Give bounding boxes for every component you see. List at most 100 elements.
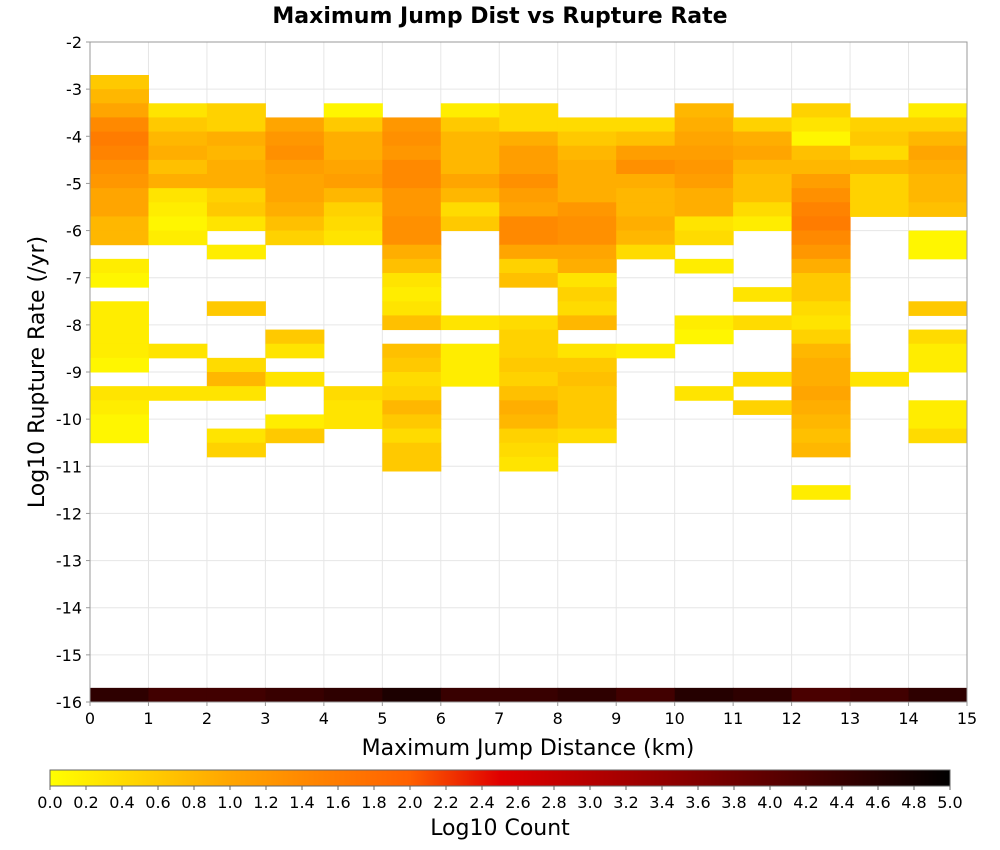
heatmap-cell xyxy=(616,230,676,246)
x-axis-ticks: 0 1 2 3 4 5 6 7 8 9 10 11 12 13 14 15 xyxy=(85,702,977,728)
y-tick-label: -14 xyxy=(56,599,82,618)
heatmap-cell xyxy=(265,230,325,246)
heatmap-cell xyxy=(674,386,734,401)
heatmap-cell xyxy=(440,117,500,133)
heatmap-cell xyxy=(382,315,442,331)
heatmap-cell xyxy=(90,414,149,430)
heatmap-cell xyxy=(382,343,442,359)
colorbar-tick-label: 1.8 xyxy=(361,793,386,812)
heatmap-cell xyxy=(382,145,442,161)
heatmap-cell xyxy=(440,145,500,161)
heatmap-cell xyxy=(382,244,442,260)
heatmap-cell xyxy=(90,75,149,90)
heatmap-cell xyxy=(791,159,851,175)
heatmap-cell xyxy=(499,329,559,345)
heatmap-cell xyxy=(616,343,676,359)
heatmap-cell xyxy=(791,202,851,217)
heatmap-cell xyxy=(206,131,266,147)
heatmap-cell xyxy=(90,357,149,373)
heatmap-cell xyxy=(90,174,149,189)
x-tick-label: 4 xyxy=(319,709,329,728)
heatmap-cell xyxy=(674,230,734,246)
heatmap-cell xyxy=(90,428,149,444)
x-tick-label: 14 xyxy=(898,709,918,728)
heatmap-cell xyxy=(674,258,734,274)
heatmap-cell xyxy=(206,117,266,133)
heatmap-cell xyxy=(557,301,617,316)
heatmap-cell xyxy=(908,357,968,373)
colorbar-tick-label: 4.8 xyxy=(901,793,926,812)
colorbar-tick-label: 3.4 xyxy=(649,793,674,812)
heatmap-cell xyxy=(557,386,617,401)
colorbar-tick-label: 4.0 xyxy=(757,793,782,812)
heatmap-cell xyxy=(557,230,617,246)
heatmap-cell xyxy=(557,400,617,415)
heatmap-cell xyxy=(557,131,617,147)
heatmap-cell xyxy=(674,687,734,703)
heatmap-cell xyxy=(323,145,383,161)
heatmap-cell xyxy=(791,329,851,345)
heatmap-cell xyxy=(616,244,676,260)
heatmap-cell xyxy=(499,159,559,175)
heatmap-cell xyxy=(733,145,793,161)
heatmap-cell xyxy=(674,202,734,217)
heatmap-cell xyxy=(499,687,559,703)
x-tick-label: 12 xyxy=(781,709,801,728)
colorbar-tick-label: 2.8 xyxy=(541,793,566,812)
y-tick-label: -2 xyxy=(66,33,82,52)
heatmap-cell xyxy=(733,400,793,415)
heatmap-cell xyxy=(323,159,383,175)
y-tick-label: -5 xyxy=(66,174,82,193)
colorbar-tick-label: 4.2 xyxy=(793,793,818,812)
y-tick-label: -15 xyxy=(56,646,82,665)
heatmap-cell xyxy=(791,343,851,359)
heatmap-cell xyxy=(382,372,442,387)
heatmap-cell xyxy=(148,159,208,175)
heatmap-cell xyxy=(148,386,208,401)
heatmap-cell xyxy=(499,400,559,415)
heatmap-cell xyxy=(265,188,325,203)
chart-title: Maximum Jump Dist vs Rupture Rate xyxy=(272,4,727,29)
heatmap-cell xyxy=(499,442,559,458)
heatmap-cell xyxy=(148,216,208,232)
colorbar-tick-label: 3.2 xyxy=(613,793,638,812)
heatmap-cell xyxy=(382,687,442,703)
heatmap-cell xyxy=(323,103,383,118)
heatmap-cell xyxy=(90,202,149,217)
heatmap-cell xyxy=(90,301,149,316)
heatmap-cell xyxy=(791,400,851,415)
heatmap-cell xyxy=(499,414,559,430)
heatmap-cell xyxy=(323,188,383,203)
colorbar-tick-label: 3.8 xyxy=(721,793,746,812)
x-tick-label: 6 xyxy=(436,709,446,728)
heatmap-cells xyxy=(90,75,968,703)
heatmap-cell xyxy=(908,202,968,217)
heatmap-cell xyxy=(791,216,851,232)
heatmap-cell xyxy=(440,131,500,147)
colorbar-tick-label: 4.6 xyxy=(865,793,890,812)
heatmap-cell xyxy=(557,258,617,274)
heatmap-cell xyxy=(382,273,442,288)
heatmap-cell xyxy=(265,329,325,345)
heatmap-cell xyxy=(323,386,383,401)
heatmap-cell xyxy=(791,442,851,458)
heatmap-cell xyxy=(557,202,617,217)
heatmap-cell xyxy=(557,244,617,260)
heatmap-cell xyxy=(674,145,734,161)
heatmap-cell xyxy=(733,117,793,133)
heatmap-cell xyxy=(206,103,266,118)
x-tick-label: 9 xyxy=(611,709,621,728)
heatmap-cell xyxy=(90,386,149,401)
heatmap-cell xyxy=(206,428,266,444)
heatmap-cell xyxy=(557,188,617,203)
x-tick-label: 7 xyxy=(494,709,504,728)
heatmap-cell xyxy=(616,117,676,133)
x-tick-label: 5 xyxy=(377,709,387,728)
heatmap-cell xyxy=(206,687,266,703)
heatmap-cell xyxy=(908,428,968,444)
heatmap-cell xyxy=(557,414,617,430)
colorbar-tick-label: 5.0 xyxy=(937,793,962,812)
heatmap-cell xyxy=(616,216,676,232)
heatmap-cell xyxy=(850,131,910,147)
colorbar-tick-label: 0.8 xyxy=(181,793,206,812)
